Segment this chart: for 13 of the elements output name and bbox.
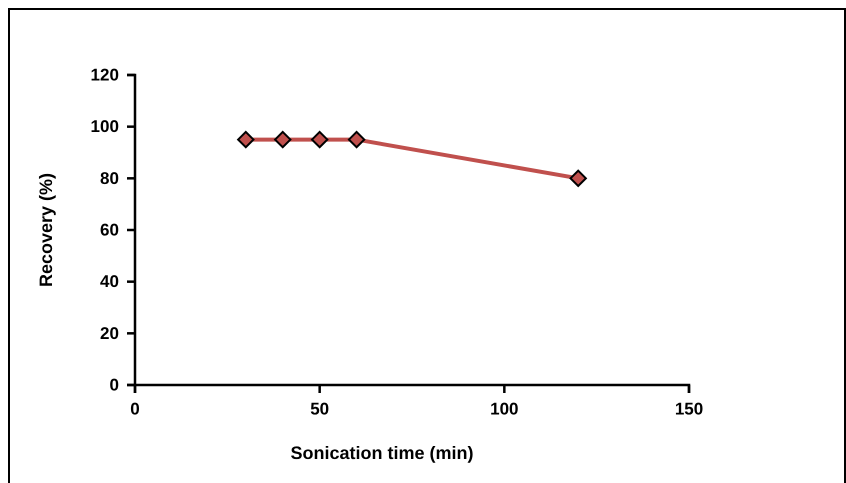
y-tick-label: 120	[90, 65, 119, 84]
y-axis-title: Recovery (%)	[36, 172, 56, 288]
x-tick-label: 150	[674, 400, 704, 419]
y-tick-label: 100	[90, 117, 119, 136]
x-axis-title: Sonication time (min)	[290, 443, 474, 463]
y-tick-label: 40	[100, 272, 119, 292]
x-tick-label: 50	[310, 400, 330, 419]
y-tick-label: 80	[100, 168, 119, 188]
x-tick-label: 0	[130, 400, 140, 419]
x-tick-label: 100	[490, 400, 519, 419]
y-tick-label: 20	[100, 324, 119, 343]
y-tick-label: 60	[100, 220, 119, 240]
y-tick-label: 0	[109, 375, 119, 394]
